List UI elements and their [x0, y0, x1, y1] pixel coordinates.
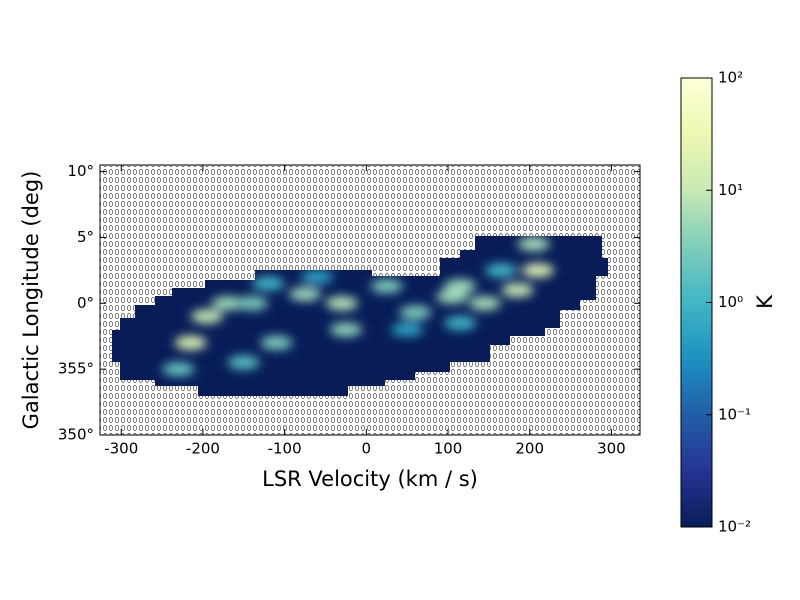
colorbar-tick-label: 10¹: [718, 181, 743, 199]
emission-peak: [444, 279, 477, 294]
x-tick-label: 300: [597, 440, 626, 458]
x-tick-label: 200: [515, 440, 544, 458]
x-tick-label: -300: [104, 440, 138, 458]
x-tick-label: 0: [362, 440, 372, 458]
emission-peak: [329, 322, 362, 337]
emission-peak: [436, 289, 469, 304]
emission-peak: [252, 276, 285, 291]
emission-peak: [391, 322, 424, 337]
y-axis-label: Galactic Longitude (deg): [19, 171, 43, 430]
y-tick-label: 5°: [77, 228, 94, 246]
y-tick-label: 350°: [58, 426, 94, 444]
emission-peak: [501, 283, 534, 298]
emission-peak: [211, 296, 244, 311]
emission-peak: [468, 296, 501, 311]
emission-peak: [174, 335, 207, 350]
x-tick-label: 100: [434, 440, 463, 458]
emission-peak: [289, 287, 322, 302]
x-tick-label: -200: [186, 440, 220, 458]
x-axis-label: LSR Velocity (km / s): [262, 467, 478, 491]
emission-peak: [235, 296, 268, 311]
colorbar-label: K: [753, 294, 777, 309]
emission-peak: [444, 316, 477, 331]
emission-peak: [517, 237, 550, 252]
emission-peak: [485, 263, 518, 278]
emission-peak: [301, 269, 334, 284]
emission-peak: [227, 355, 260, 370]
colorbar-tick-label: 10²: [718, 69, 743, 87]
y-tick-label: 355°: [58, 360, 94, 378]
colorbar-tick-label: 10⁰: [718, 293, 743, 311]
emission-peak: [399, 305, 432, 320]
y-tick-label: 0°: [77, 294, 94, 312]
emission-peak: [191, 309, 224, 324]
emission-peak: [260, 335, 293, 350]
emission: [162, 237, 554, 377]
y-tick-label: 10°: [67, 162, 94, 180]
emission-peak: [370, 279, 403, 294]
colorbar-tick-label: 10⁻²: [718, 518, 751, 536]
emission-peak: [521, 263, 554, 278]
x-tick-label: -100: [268, 440, 302, 458]
emission-peak: [162, 362, 195, 377]
axes-frame: [99, 164, 641, 436]
emission-peak: [325, 296, 358, 311]
colorbar-tick-label: 10⁻¹: [718, 405, 751, 423]
